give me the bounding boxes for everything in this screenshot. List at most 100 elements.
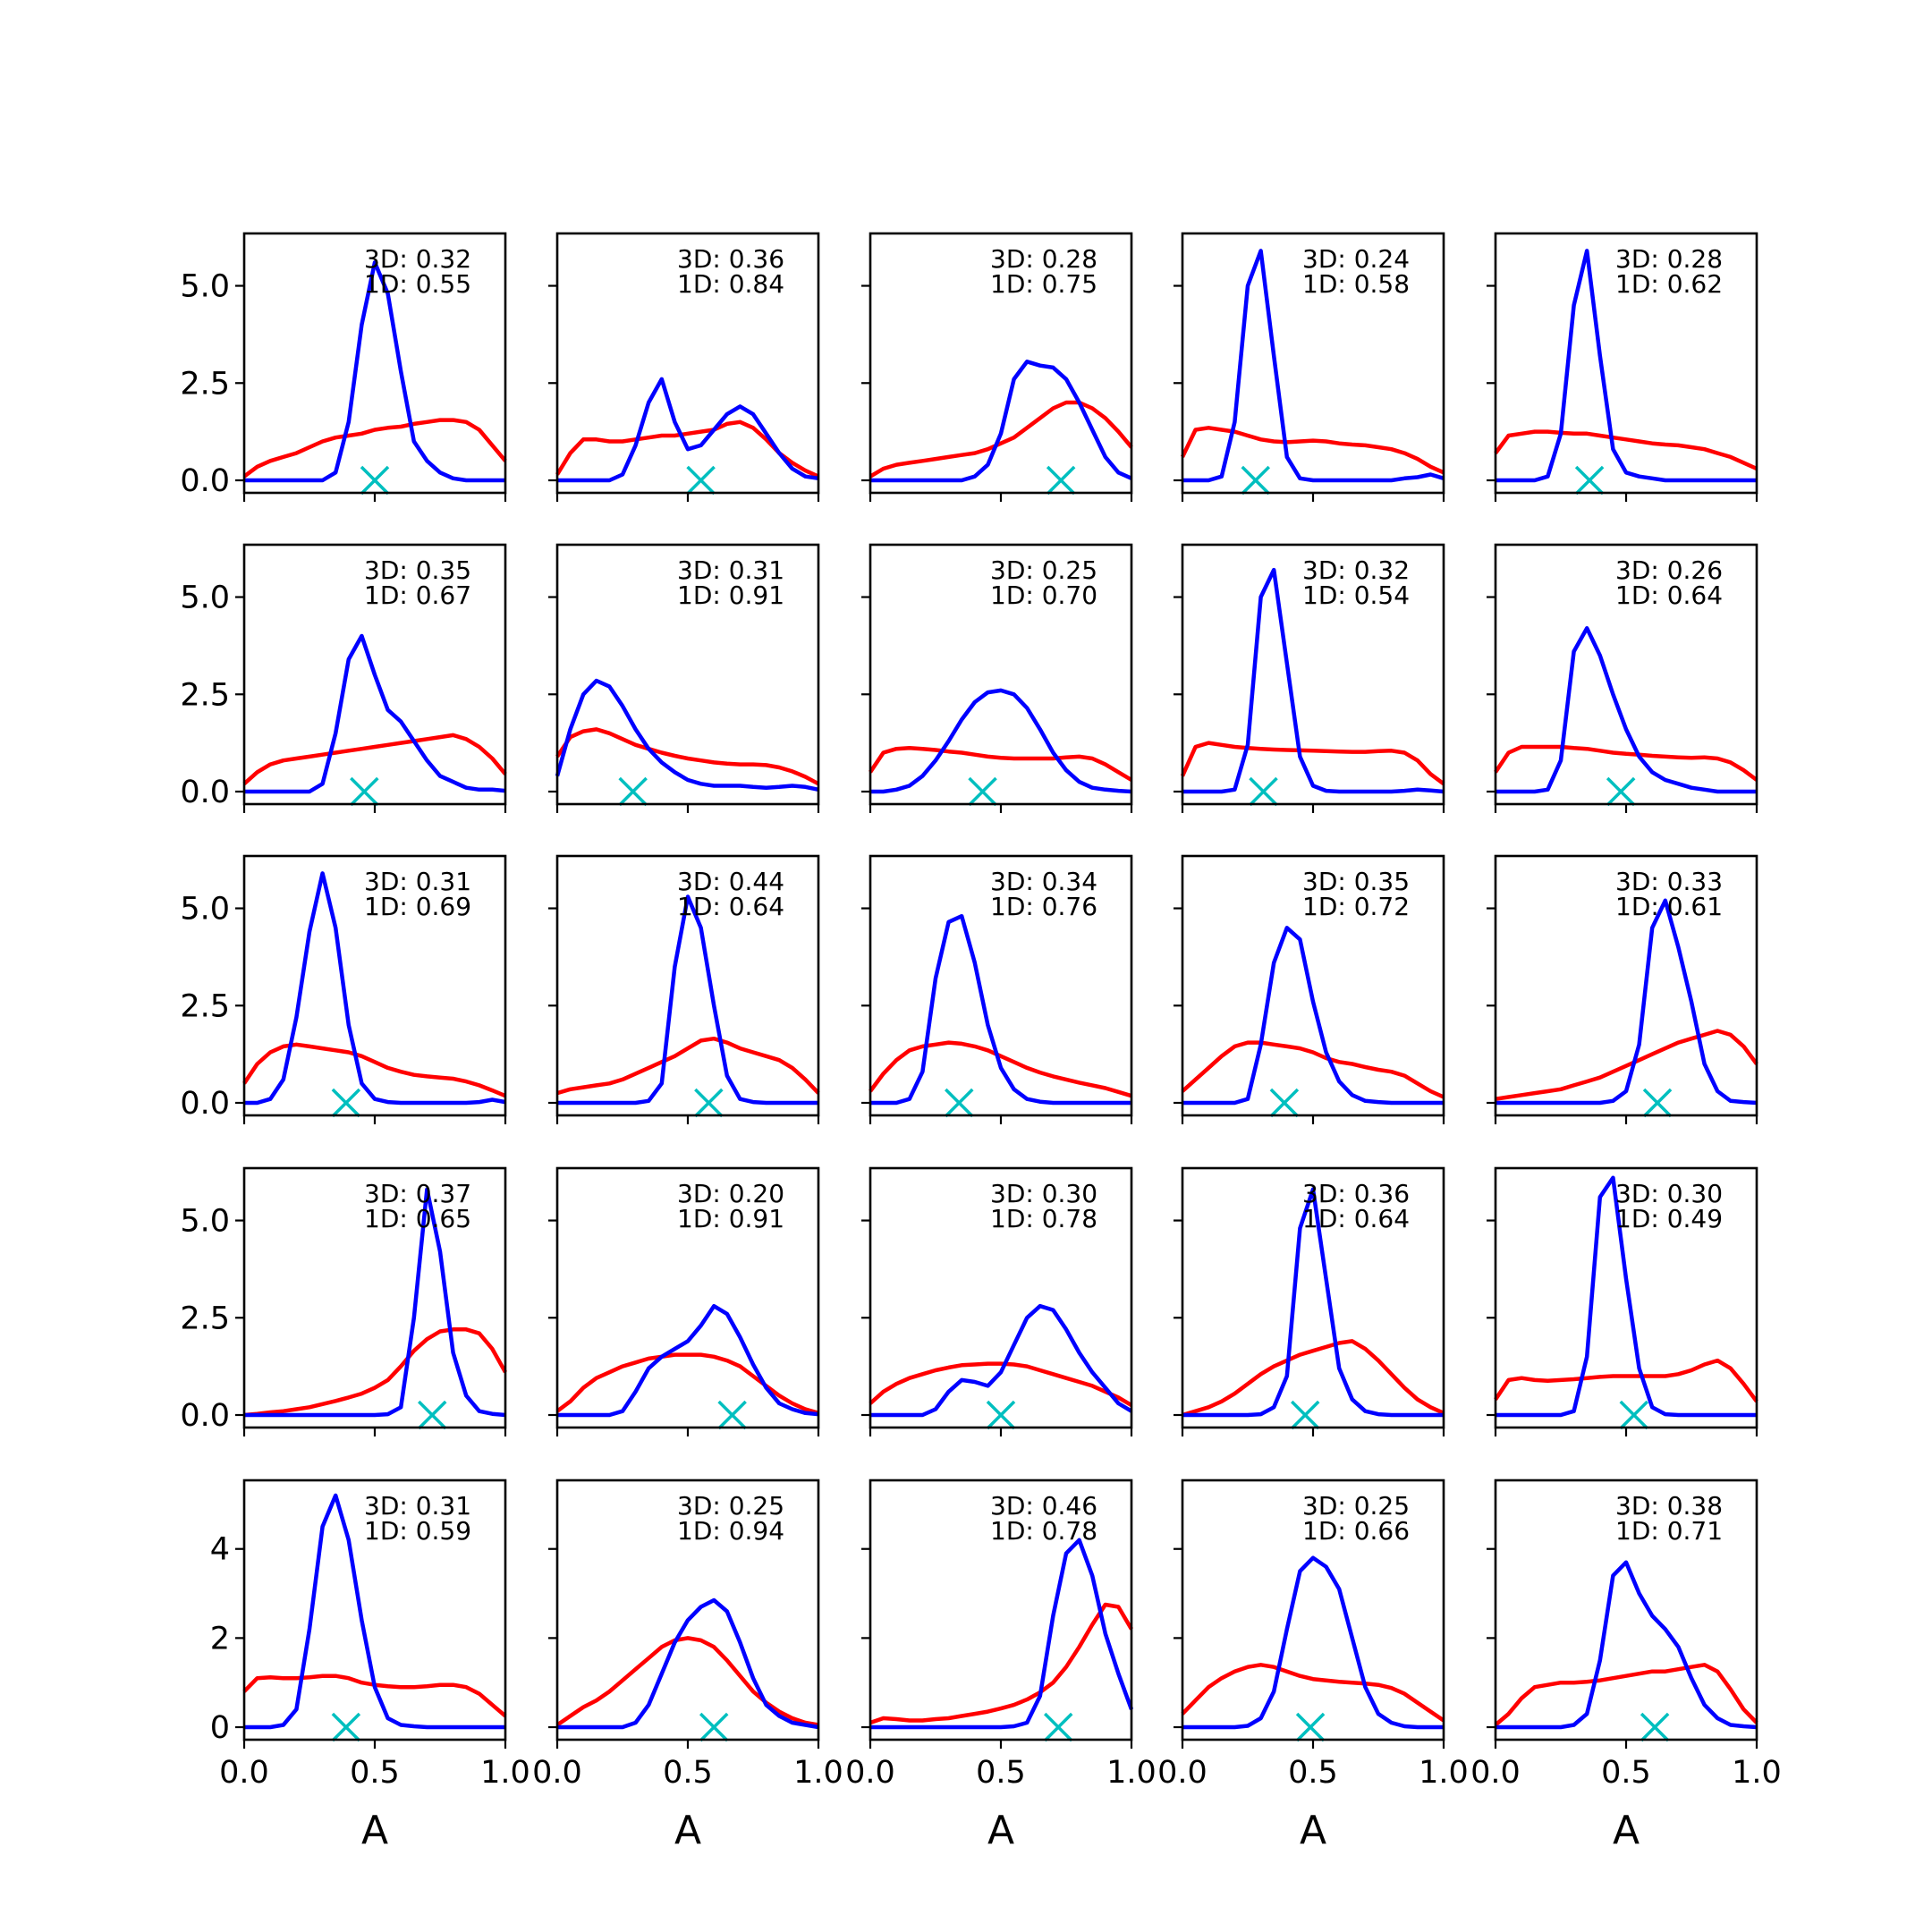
x-marker [686,465,716,496]
y-tick-label: 2.5 [180,677,230,713]
blue-density-line [870,1538,1134,1730]
annotation-1d: 1D: 0.64 [1302,1204,1410,1233]
y-tick-label: 5.0 [180,892,230,928]
annotation-3d: 3D: 0.46 [990,1491,1097,1521]
x-marker [331,1088,361,1118]
blue-density-line [1182,249,1445,483]
annotation-1d: 1D: 0.69 [364,892,471,921]
annotation-3d: 3D: 0.28 [990,244,1097,274]
blue-density-line [557,894,818,1106]
red-density-line [1180,741,1445,786]
annotation-1d: 1D: 0.70 [990,580,1097,610]
red-density-line [1495,1029,1758,1101]
x-marker [1269,1088,1300,1118]
blue-density-line [1496,249,1757,483]
y-tick-label: 4 [210,1532,230,1568]
blue-density-line [1182,926,1444,1106]
y-tick-label: 5.0 [180,269,230,305]
red-density-line [1494,1358,1758,1403]
blue-density-line [244,633,506,794]
x-marker [945,1088,974,1118]
annotation-3d: 3D: 0.32 [364,244,471,274]
red-density-line [869,746,1133,782]
x-tick-label: 0.5 [663,1755,713,1791]
annotation-1d: 1D: 0.76 [990,892,1097,921]
x-tick-label: 1.0 [1732,1755,1782,1791]
annotation-3d: 3D: 0.35 [364,555,471,585]
red-density-line [556,1036,820,1096]
annotation-1d: 1D: 0.55 [364,269,471,299]
x-marker [699,1712,729,1742]
annotation-3d: 3D: 0.25 [1302,1491,1410,1521]
red-density-line [1182,1339,1445,1418]
annotation-1d: 1D: 0.59 [364,1516,471,1546]
annotation-1d: 1D: 0.91 [677,1204,784,1233]
x-marker [1574,465,1605,496]
blue-density-line [555,678,819,792]
annotation-1d: 1D: 0.49 [1615,1204,1723,1233]
x-marker [1642,1088,1673,1118]
x-axis-label: A [361,1808,388,1853]
x-axis-label: A [1613,1808,1640,1853]
x-marker [1619,1400,1648,1430]
blue-density-line [557,1303,819,1418]
x-marker [717,1400,747,1430]
annotation-1d: 1D: 0.65 [364,1204,471,1233]
red-density-line [869,400,1133,479]
y-tick-label: 2 [210,1621,230,1657]
annotation-3d: 3D: 0.38 [1615,1491,1723,1521]
annotation-3d: 3D: 0.32 [1302,555,1410,585]
x-tick-label: 0.0 [1470,1755,1521,1791]
y-tick-label: 0.0 [180,775,230,810]
x-marker [360,465,390,496]
x-marker [1241,465,1270,496]
annotation-1d: 1D: 0.67 [364,580,471,610]
y-tick-label: 2.5 [180,988,230,1024]
red-density-line [1494,744,1758,782]
blue-density-line [870,688,1132,794]
x-tick-label: 0.5 [350,1755,400,1791]
x-marker [618,776,648,807]
annotation-3d: 3D: 0.44 [677,867,784,896]
red-density-line [1180,426,1445,475]
y-tick-label: 0.0 [180,463,230,499]
annotation-1d: 1D: 0.94 [677,1516,784,1546]
blue-density-line [1496,1560,1758,1730]
x-tick-label: 0.0 [219,1755,269,1791]
y-tick-label: 5.0 [180,1204,230,1240]
red-density-line [242,418,507,479]
annotation-1d: 1D: 0.78 [990,1204,1097,1233]
annotation-1d: 1D: 0.84 [677,269,784,299]
annotation-1d: 1D: 0.64 [677,892,784,921]
annotation-3d: 3D: 0.24 [1302,244,1410,274]
y-tick-label: 5.0 [180,580,230,616]
x-tick-label: 0.5 [1288,1755,1338,1791]
annotation-1d: 1D: 0.62 [1615,269,1723,299]
x-axis-label: A [987,1808,1014,1853]
x-marker [1640,1712,1670,1742]
blue-density-line [1182,1187,1444,1418]
x-marker [986,1400,1016,1430]
annotation-3d: 3D: 0.25 [677,1491,784,1521]
red-density-line [555,1352,819,1415]
annotation-1d: 1D: 0.66 [1302,1516,1410,1546]
red-density-line [242,1042,506,1098]
annotation-3d: 3D: 0.25 [990,555,1097,585]
